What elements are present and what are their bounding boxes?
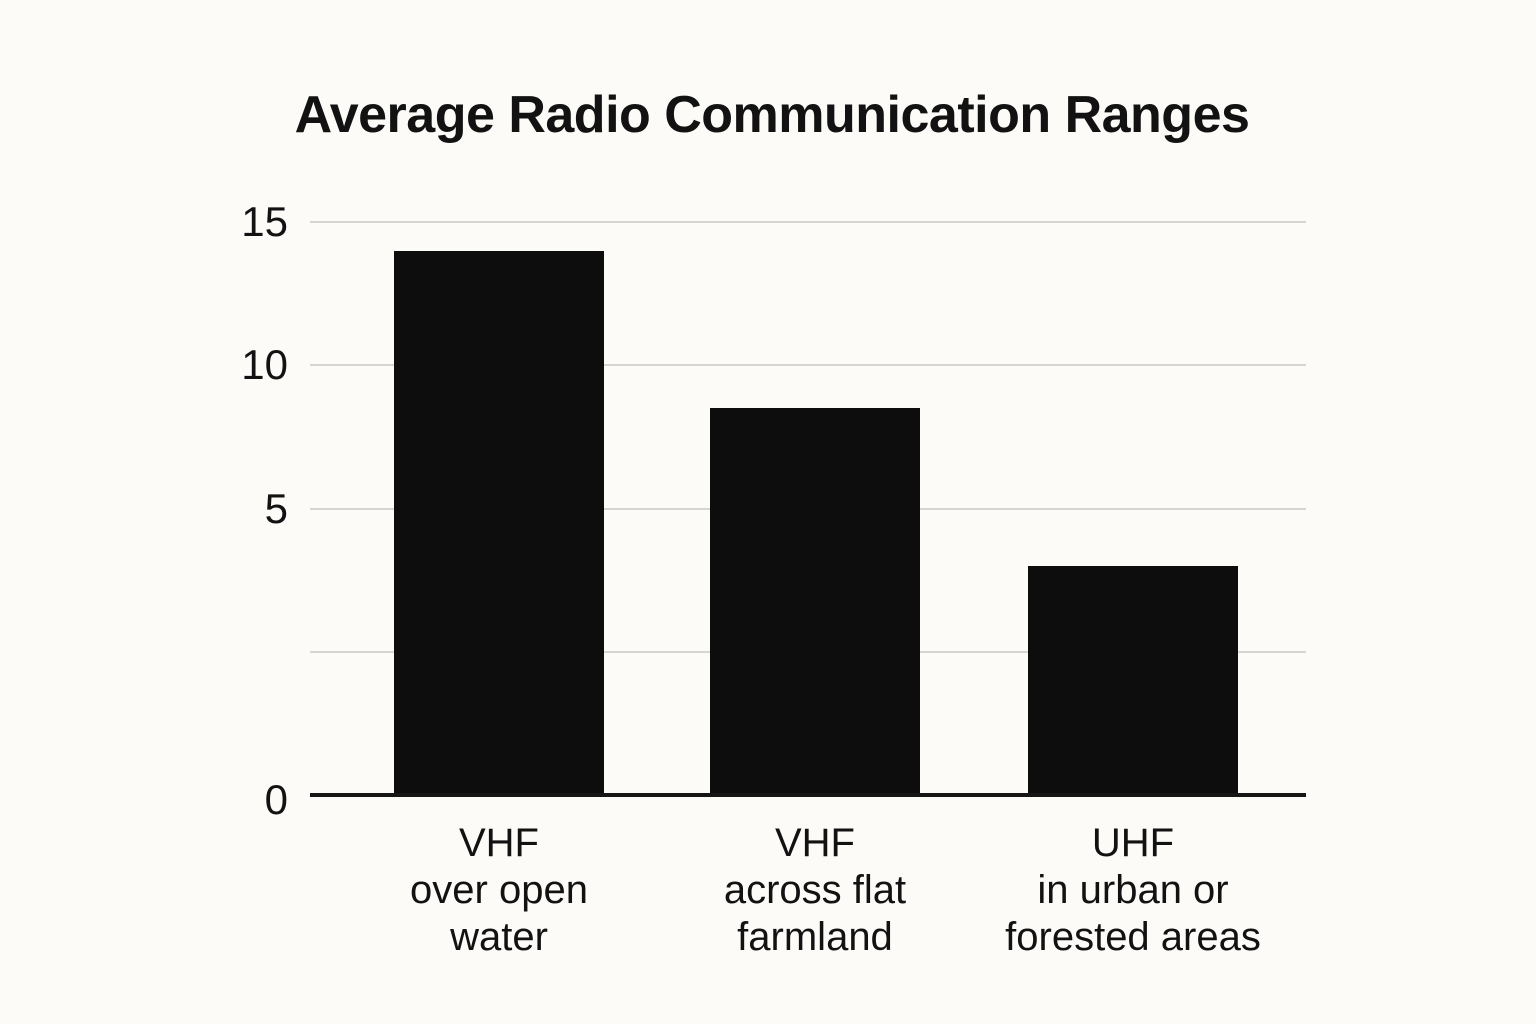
bar-2: [710, 408, 920, 795]
bar-1: [394, 250, 604, 795]
x-category-label-line: VHF: [458, 821, 539, 865]
gridline: [310, 364, 1306, 367]
x-category-label-2: VHF across flat farmland: [724, 820, 906, 961]
plot-area: [310, 221, 1306, 797]
chart-title: Average Radio Communication Ranges: [294, 86, 1250, 144]
bar-3: [1028, 565, 1238, 795]
y-tick-label: 15: [241, 198, 288, 245]
x-category-label-line: over open: [410, 868, 588, 912]
x-category-label-line: across flat: [723, 868, 907, 912]
x-category-label-line: farmland: [737, 915, 893, 959]
x-category-label-line: water: [450, 915, 548, 959]
x-category-label-line: VHF: [774, 821, 855, 865]
gridline: [310, 221, 1306, 223]
x-category-label-line: forested areas: [1005, 915, 1261, 959]
x-axis-line: [310, 793, 1306, 797]
y-tick-label: 10: [241, 341, 288, 389]
x-category-label-3: UHF in urban or forested areas: [1005, 820, 1261, 961]
x-category-label-line: UHF: [1091, 821, 1175, 865]
x-category-label-line: in urban or: [1037, 868, 1229, 912]
y-tick-label: 0: [264, 776, 288, 823]
x-category-label-1: VHF over open water: [410, 820, 588, 961]
y-tick-label: 5: [264, 484, 288, 532]
